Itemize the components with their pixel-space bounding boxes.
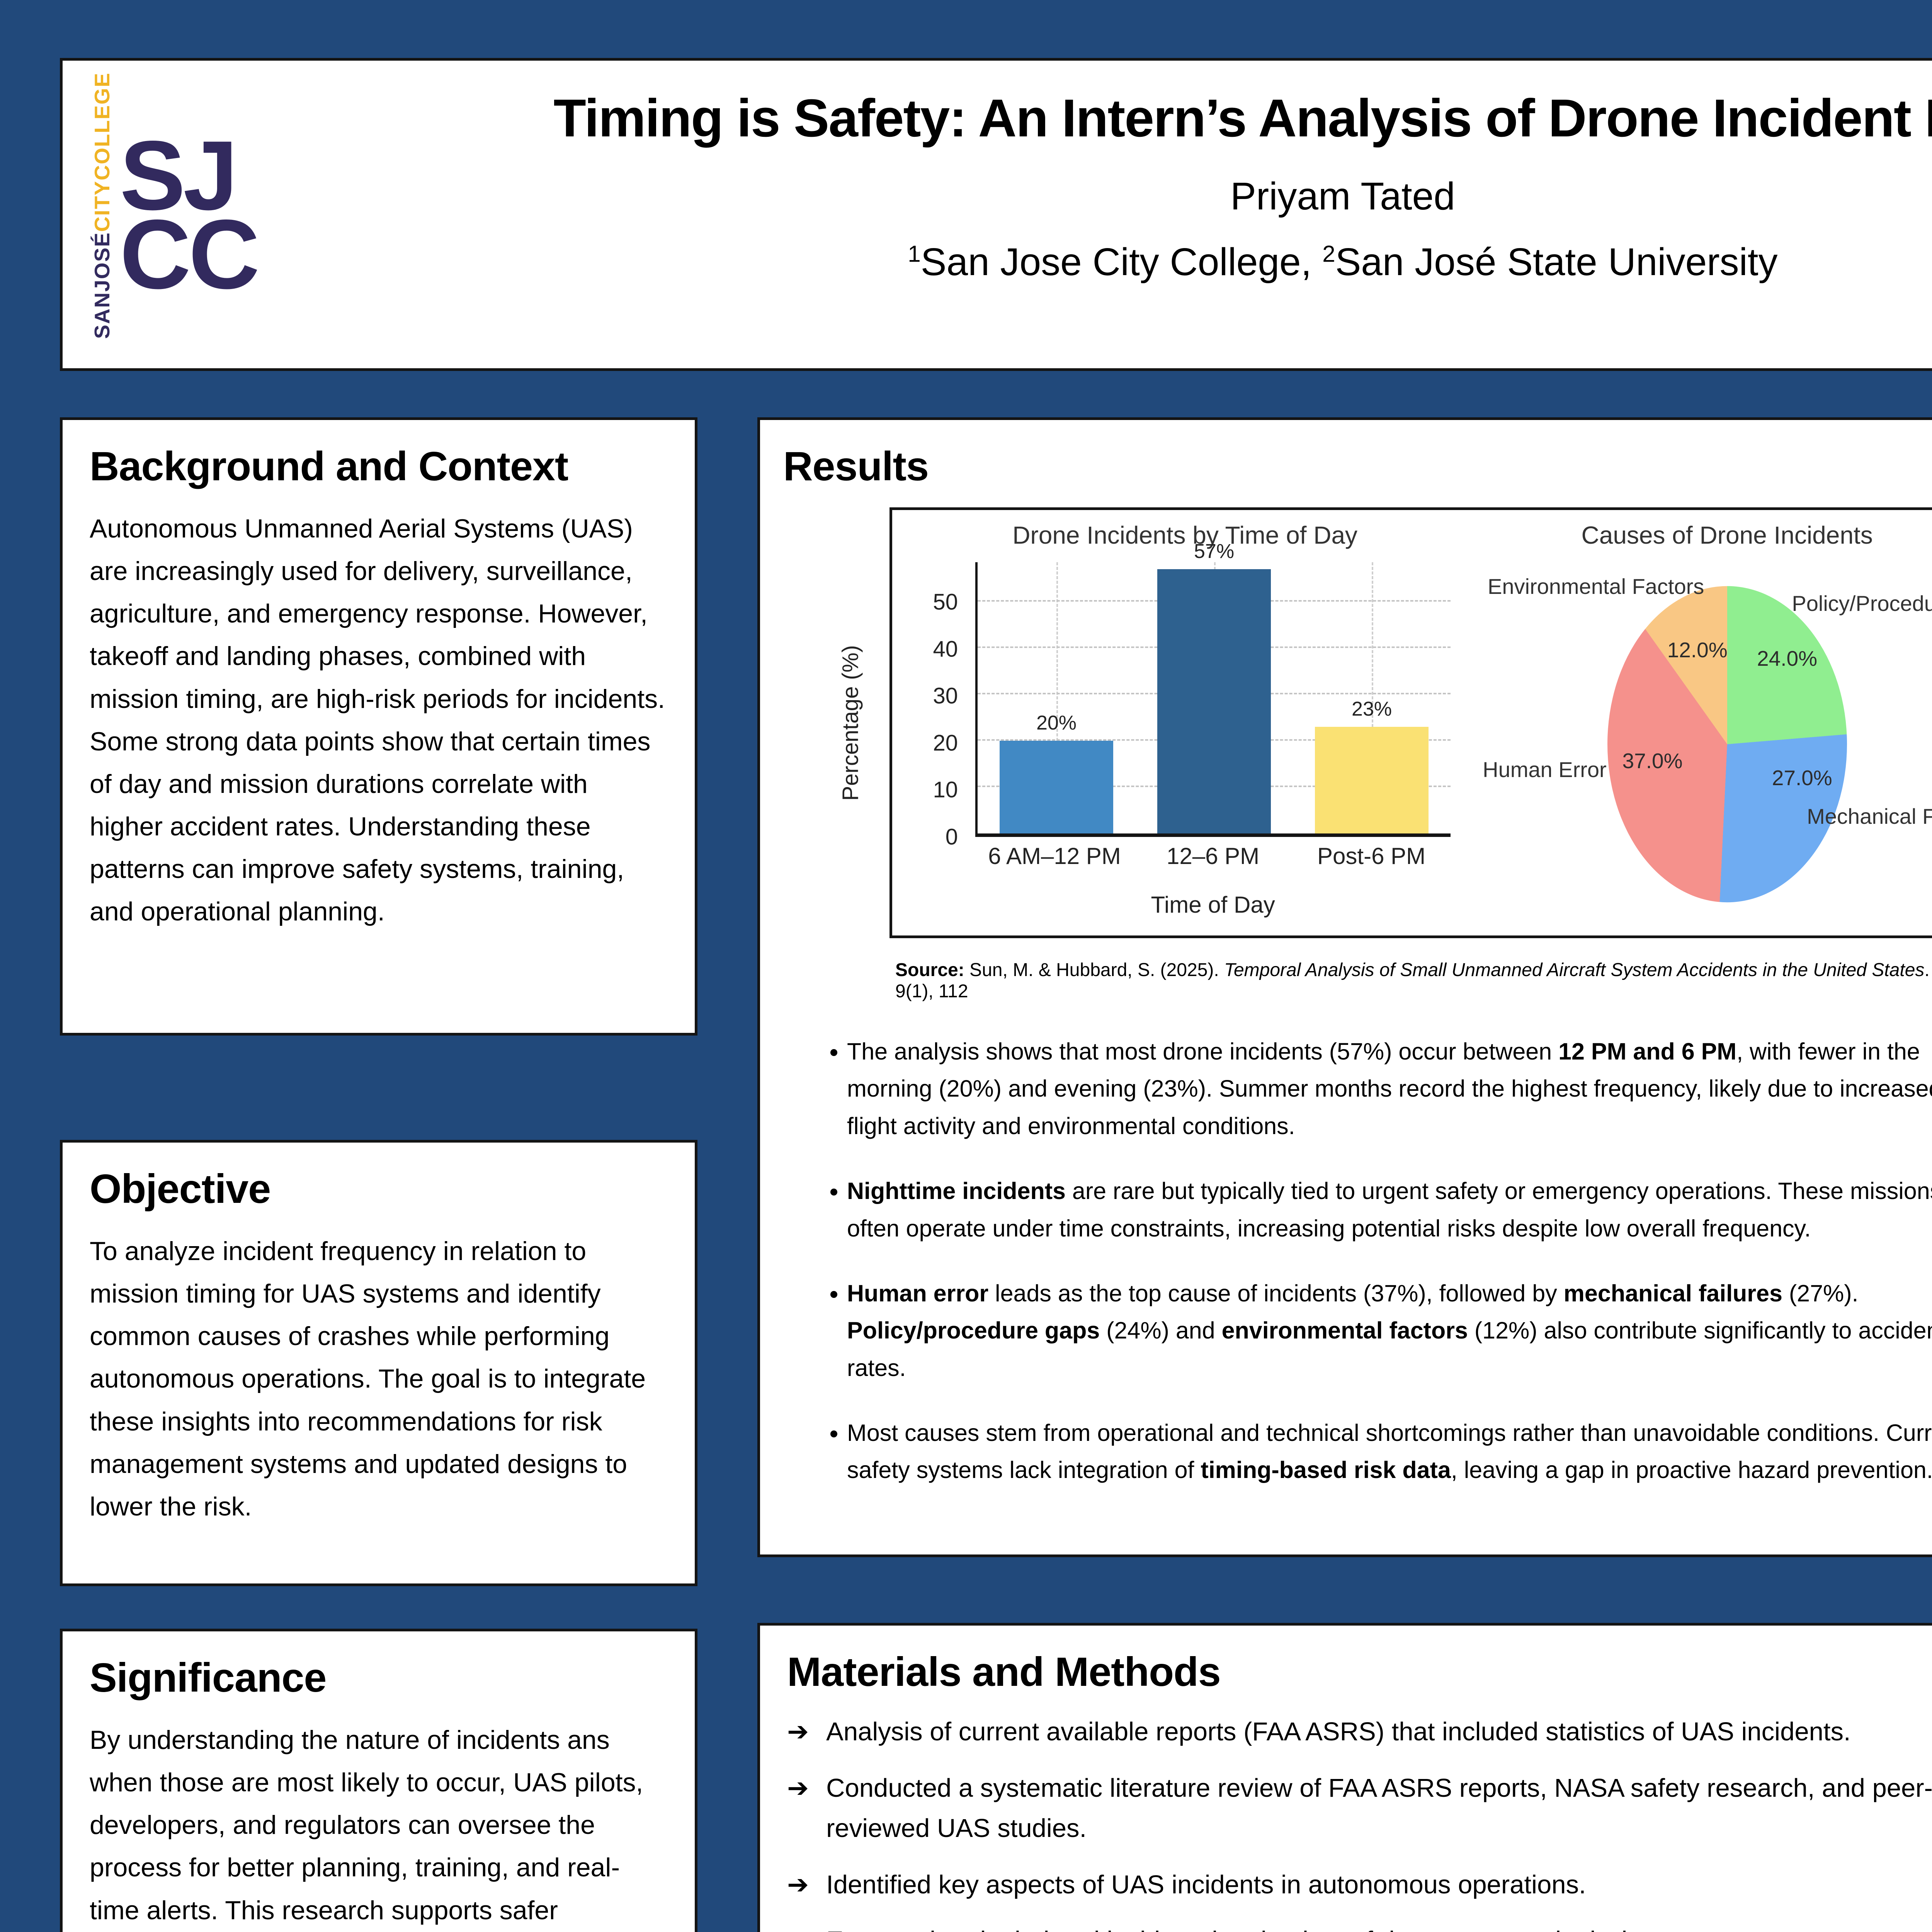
sjcc-logo-letters: SJ CC bbox=[120, 121, 260, 310]
bar-value-afternoon: 57% bbox=[1194, 540, 1235, 563]
arrow-icon: ➔ bbox=[787, 1921, 809, 1932]
y-tick-label: 30 bbox=[933, 683, 958, 709]
y-tick-label: 20 bbox=[933, 730, 958, 756]
method-item-text: Identified key aspects of UAS incidents … bbox=[826, 1870, 1586, 1899]
affiliation-2: San José State University bbox=[1335, 240, 1778, 284]
sjcc-vertical-navy: SANJOSÉ bbox=[90, 232, 114, 339]
section-methods: Materials and Methods ➔ Analysis of curre… bbox=[757, 1623, 1932, 1932]
affiliation-sup-2: 2 bbox=[1322, 241, 1335, 267]
y-tick-label: 50 bbox=[933, 589, 958, 615]
method-item-3: ➔ Identified key aspects of UAS incidents… bbox=[787, 1865, 1932, 1905]
sjcc-letters-line2: CC bbox=[120, 199, 260, 310]
results-bullet-3: Human error leads as the top cause of in… bbox=[847, 1275, 1932, 1386]
methods-heading: Materials and Methods bbox=[787, 1649, 1221, 1695]
bar-column-morning: 20% bbox=[978, 562, 1135, 833]
vertical-gridline bbox=[1372, 562, 1374, 833]
bar-morning bbox=[1000, 741, 1113, 833]
pie-chart-title: Causes of Drone Incidents bbox=[1581, 521, 1873, 549]
method-item-1: ➔ Analysis of current available reports (… bbox=[787, 1712, 1932, 1752]
sjcc-logo-vertical-text: SANJOSÉCITYCOLLEGE bbox=[90, 72, 114, 339]
sjcc-logo: SANJOSÉCITYCOLLEGE SJ CC bbox=[90, 72, 260, 356]
affiliation-sup-1: 1 bbox=[908, 241, 921, 267]
pie-label-policy: Policy/Procedure Gaps bbox=[1792, 591, 1932, 616]
significance-heading: Significance bbox=[90, 1655, 327, 1701]
arrow-icon: ➔ bbox=[787, 1870, 809, 1899]
pie-chart: Causes of Drone Incidents Environmental … bbox=[1478, 510, 1932, 935]
y-tick-label: 10 bbox=[933, 777, 958, 803]
pie-label-environmental: Environmental Factors bbox=[1488, 574, 1704, 599]
pie-label-human-error: Human Error bbox=[1483, 757, 1607, 782]
bar-afternoon bbox=[1157, 569, 1271, 833]
poster-affiliations: 1San Jose City College, 2San José State … bbox=[410, 240, 1932, 284]
significance-body: By understanding the nature of incidents… bbox=[90, 1725, 643, 1925]
bar-value-evening: 23% bbox=[1352, 698, 1392, 721]
y-tick-label: 0 bbox=[945, 824, 958, 850]
sjcc-vertical-gold: CITYCOLLEGE bbox=[90, 72, 114, 232]
bar-chart-yticks: 0 10 20 30 40 50 bbox=[892, 562, 968, 850]
poster-header: SANJOSÉCITYCOLLEGE SJ CC Timing is Safet… bbox=[60, 58, 1932, 371]
bar-value-morning: 20% bbox=[1036, 712, 1077, 734]
method-item-2: ➔ Conducted a systematic literature revie… bbox=[787, 1768, 1932, 1849]
pie bbox=[1607, 586, 1847, 902]
category-afternoon: 12–6 PM bbox=[1166, 843, 1260, 869]
category-evening: Post-6 PM bbox=[1317, 843, 1426, 869]
bar-column-afternoon: 57% bbox=[1135, 540, 1293, 833]
method-item-text: Conducted a systematic literature review… bbox=[826, 1773, 1932, 1843]
bar-chart-ylabel: Percentage (%) bbox=[838, 645, 863, 801]
section-background: Background and Context Autonomous Unmann… bbox=[60, 417, 697, 1036]
bar-chart-categories: 6 AM–12 PM 12–6 PM Post-6 PM bbox=[975, 843, 1451, 874]
bar-column-evening: 23% bbox=[1293, 562, 1451, 833]
pie-label-mechanical: Mechanical Failure bbox=[1807, 804, 1932, 828]
method-item-text: Analysis of current available reports (F… bbox=[826, 1717, 1851, 1746]
bar-chart: Drone Incidents by Time of Day 0 10 20 30 40… bbox=[838, 510, 1478, 935]
results-heading: Results bbox=[783, 444, 929, 489]
bar-chart-xlabel: Time of Day bbox=[1151, 892, 1275, 918]
section-significance: Significance By understanding the nature… bbox=[60, 1629, 697, 1932]
category-morning: 6 AM–12 PM bbox=[988, 843, 1121, 869]
header-title-block: Timing is Safety: An Intern’s Analysis o… bbox=[410, 88, 1932, 284]
method-item-4: ➔ Extracted and tabulated incident data b… bbox=[787, 1921, 1932, 1932]
bar-chart-title: Drone Incidents by Time of Day bbox=[1012, 521, 1358, 549]
section-objective: Objective To analyze incident frequency … bbox=[60, 1140, 697, 1586]
section-results: Results Drone Incidents by Time of Day 0… bbox=[757, 417, 1932, 1557]
pie-pct-human-error: 37.0% bbox=[1622, 748, 1683, 773]
results-figure: Drone Incidents by Time of Day 0 10 20 30 40… bbox=[838, 507, 1932, 938]
results-bullet-2: Nighttime incidents are rare but typical… bbox=[847, 1172, 1932, 1247]
figure-source: Source: Sun, M. & Hubbard, S. (2025). Te… bbox=[895, 960, 1930, 1002]
arrow-icon: ➔ bbox=[787, 1773, 809, 1803]
objective-body: To analyze incident frequency in relatio… bbox=[90, 1236, 646, 1521]
y-tick-label: 40 bbox=[933, 636, 958, 662]
pie-pct-environmental: 12.0% bbox=[1667, 638, 1728, 662]
bar-evening bbox=[1315, 727, 1429, 833]
arrow-icon: ➔ bbox=[787, 1717, 809, 1746]
poster-author: Priyam Tated bbox=[1230, 175, 1455, 218]
results-bullet-4: Most causes stem from operational and te… bbox=[847, 1414, 1932, 1489]
pie-pct-mechanical: 27.0% bbox=[1772, 765, 1832, 790]
bar-series: 20% 57% 23% bbox=[978, 540, 1451, 833]
pie-pct-policy: 24.0% bbox=[1757, 646, 1817, 671]
method-item-text: Extracted and tabulated incident data by… bbox=[826, 1921, 1719, 1932]
background-heading: Background and Context bbox=[90, 444, 568, 489]
bar-plot-area: 20% 57% 23% bbox=[975, 540, 1451, 837]
sjcc-letters-line1: SJ bbox=[120, 121, 238, 231]
results-bullet-list: The analysis shows that most drone incid… bbox=[783, 1033, 1932, 1489]
poster-title: Timing is Safety: An Intern’s Analysis o… bbox=[553, 88, 1932, 148]
vertical-gridline bbox=[1056, 562, 1058, 833]
affiliation-1: San Jose City College, bbox=[920, 240, 1323, 284]
results-bullet-1: The analysis shows that most drone incid… bbox=[847, 1033, 1932, 1145]
objective-heading: Objective bbox=[90, 1166, 271, 1212]
background-body: Autonomous Unmanned Aerial Systems (UAS)… bbox=[90, 514, 665, 927]
